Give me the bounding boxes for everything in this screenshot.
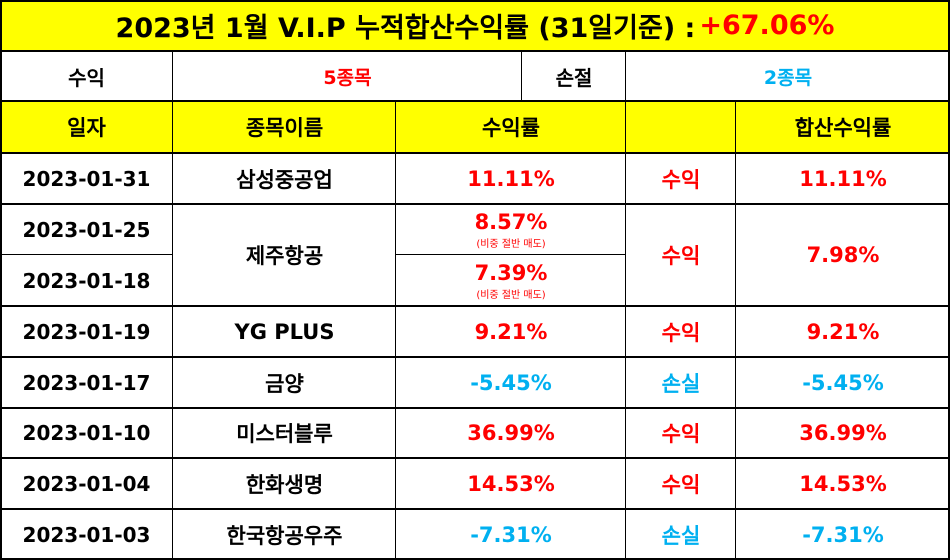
row-return-note: (비중 절반 매도) — [476, 290, 546, 301]
header-date: 일자 — [0, 101, 173, 153]
row-result: 수익 — [661, 422, 701, 446]
grid-line — [396, 254, 626, 255]
row-return-split: 8.57% (비중 절반 매도) — [396, 204, 626, 255]
grid-line — [0, 508, 950, 510]
row-name: 제주항공 — [245, 244, 324, 268]
row-date: 2023-01-25 — [22, 217, 151, 242]
row-return: 14.53% — [467, 471, 555, 496]
row-combined: 14.53% — [799, 471, 887, 496]
row-return: 36.99% — [467, 421, 555, 445]
grid-line — [0, 305, 950, 307]
header-name: 종목이름 — [173, 101, 396, 153]
grid-line — [625, 51, 626, 560]
header-combined: 합산수익률 — [736, 101, 950, 153]
grid-line — [395, 101, 396, 560]
row-date: 2023-01-03 — [22, 522, 151, 547]
summary-loss-label: 손절 — [555, 65, 593, 90]
row-return: -7.31% — [470, 522, 552, 547]
grid-line — [0, 457, 950, 459]
row-combined: 9.21% — [806, 319, 880, 344]
grid-line — [948, 0, 950, 560]
row-name: YG PLUS — [234, 319, 335, 344]
row-result: 수익 — [661, 244, 701, 268]
grid-line — [0, 254, 173, 255]
row-return: 7.39% — [474, 261, 548, 285]
row-result: 손실 — [661, 523, 701, 548]
row-date: 2023-01-31 — [22, 166, 151, 191]
summary-profit-count: 5종목 — [323, 66, 372, 89]
row-date: 2023-01-18 — [22, 268, 151, 293]
title-bar: 2023년 1월 V.I.P 누적합산수익률 (31일기준) : +67.06% — [0, 0, 950, 51]
summary-loss-count: 2종목 — [763, 66, 813, 89]
grid-line — [0, 407, 950, 409]
row-return-split: 7.39% (비중 절반 매도) — [396, 255, 626, 306]
header-result — [626, 101, 736, 153]
grid-line — [0, 203, 950, 205]
total-return: +67.06% — [699, 10, 835, 41]
row-name: 금양 — [265, 371, 304, 396]
row-result: 수익 — [661, 167, 701, 192]
row-date: 2023-01-17 — [22, 370, 151, 395]
grid-line — [0, 100, 950, 102]
grid-line — [521, 51, 522, 101]
row-combined: -7.31% — [802, 522, 884, 547]
row-combined: 7.98% — [806, 243, 880, 267]
row-combined: -5.45% — [802, 370, 884, 395]
row-return: 8.57% — [474, 210, 548, 234]
row-name: 미스터블루 — [236, 422, 333, 446]
grid-line — [0, 356, 950, 358]
row-return-note: (비중 절반 매도) — [476, 239, 546, 250]
header-return: 수익률 — [396, 101, 626, 153]
grid-line — [0, 558, 950, 560]
row-name: 한국항공우주 — [226, 523, 343, 548]
row-result: 수익 — [661, 320, 701, 345]
grid-line — [0, 152, 950, 154]
row-combined: 11.11% — [799, 166, 887, 191]
grid-line — [735, 101, 736, 560]
row-date: 2023-01-10 — [22, 421, 151, 445]
grid-line — [0, 0, 950, 2]
grid-line — [172, 51, 173, 560]
grid-line — [0, 50, 950, 52]
row-return: -5.45% — [470, 370, 552, 395]
row-name: 삼성중공업 — [236, 167, 333, 192]
row-result: 수익 — [661, 472, 701, 497]
row-result: 손실 — [661, 371, 701, 396]
row-date: 2023-01-04 — [22, 471, 151, 496]
summary-profit-label: 수익 — [68, 65, 105, 90]
row-return: 9.21% — [474, 319, 548, 344]
row-name: 한화생명 — [245, 472, 324, 497]
row-combined: 36.99% — [799, 421, 887, 445]
row-return: 11.11% — [467, 166, 555, 191]
grid-line — [0, 0, 2, 560]
row-date: 2023-01-19 — [22, 319, 151, 344]
page-title: 2023년 1월 V.I.P 누적합산수익률 (31일기준) : — [115, 13, 696, 44]
